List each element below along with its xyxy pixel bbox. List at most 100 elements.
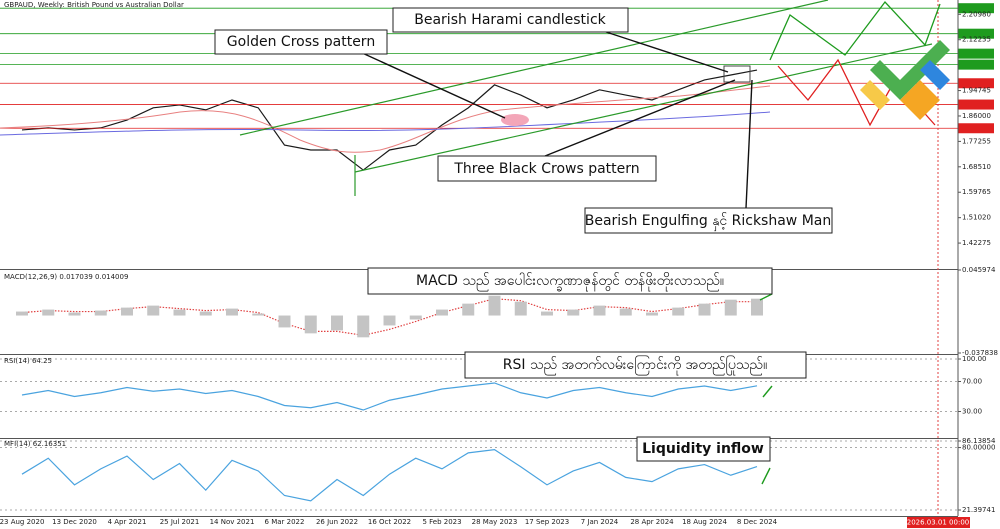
y-tick-label: -0.037838 xyxy=(962,349,998,357)
series-line xyxy=(21,449,758,502)
indicator-arrow xyxy=(759,293,773,485)
level-label-bg xyxy=(958,48,994,59)
x-tick-label: 18 Aug 2024 xyxy=(682,518,727,526)
histogram-bar xyxy=(304,315,317,334)
histogram-bar xyxy=(278,315,291,328)
histogram-bar xyxy=(147,305,160,316)
cursor-date-box xyxy=(907,517,970,528)
y-tick-label: 100.00 xyxy=(962,355,987,363)
histogram-bar xyxy=(331,315,343,331)
level-label-bg xyxy=(958,28,994,39)
cursor-date: 2026.03.01 00:00 xyxy=(907,519,969,527)
x-tick-label: 6 Mar 2022 xyxy=(265,518,305,526)
x-tick-label: 23 Aug 2020 xyxy=(0,518,44,526)
annotation: Three Black Crows pattern xyxy=(453,161,639,177)
annotation: Golden Cross pattern xyxy=(227,34,375,50)
level-label-bg xyxy=(958,99,994,110)
forecast-bull xyxy=(769,0,941,61)
y-tick-label: 1.68510 xyxy=(962,163,991,171)
panel-title: RSI(14) 64.25 xyxy=(4,357,52,365)
histogram-bar xyxy=(199,311,212,316)
y-tick-label: 80.00000 xyxy=(962,444,995,452)
connector xyxy=(359,29,753,209)
x-tick-label: 13 Dec 2020 xyxy=(52,518,97,526)
histogram-bar xyxy=(672,307,685,316)
level-label-bg xyxy=(958,123,994,134)
moving-average xyxy=(0,111,771,136)
x-tick-label: 16 Oct 2022 xyxy=(368,518,411,526)
histogram-bar xyxy=(94,310,107,316)
annotation-box xyxy=(437,155,657,182)
panel-title: GBPAUD, Weekly: British Pound vs Austral… xyxy=(4,1,184,9)
pattern-box xyxy=(723,65,751,83)
annotation-box xyxy=(214,29,388,55)
annotation: MACD သည် အပေါင်းလက္ခဏာဇုန်တွင် တန်ဖိုးတိ… xyxy=(416,273,724,291)
x-tick-label: 14 Nov 2021 xyxy=(210,518,255,526)
y-tick-label: 0.045974 xyxy=(962,266,996,274)
series-line xyxy=(21,298,757,336)
y-tick-label: 86.13854 xyxy=(962,437,996,445)
x-tick-label: 17 Sep 2023 xyxy=(525,518,569,526)
x-tick-label: 25 Jul 2021 xyxy=(160,518,200,526)
golden-cross-marker xyxy=(501,114,529,126)
histogram-bar xyxy=(698,303,711,316)
y-tick-label: 1.77255 xyxy=(962,137,991,145)
level-label-bg xyxy=(958,59,994,70)
annotation-box xyxy=(392,7,629,33)
histogram-bar xyxy=(462,303,475,316)
y-tick-label: 70.00 xyxy=(962,378,982,386)
panel-title: MFI(14) 62.16351 xyxy=(4,440,66,448)
y-tick-label: 1.59765 xyxy=(962,188,991,196)
y-tick-label: 1.86000 xyxy=(962,112,991,120)
moving-average xyxy=(0,85,771,153)
x-tick-label: 8 Dec 2024 xyxy=(737,518,778,526)
series-line xyxy=(21,69,758,171)
histogram-bar xyxy=(488,295,501,316)
histogram-bar xyxy=(173,309,186,316)
logo xyxy=(860,40,950,120)
y-tick-label: 2.12235 xyxy=(962,36,991,44)
annotation-box xyxy=(464,351,807,379)
x-tick-label: 28 Apr 2024 xyxy=(630,518,674,526)
y-tick-label: 1.94745 xyxy=(962,87,991,95)
trend-channel xyxy=(239,0,933,196)
panel-title: MACD(12,26,9) 0.017039 0.014009 xyxy=(4,273,128,281)
y-tick-label: 1.42275 xyxy=(962,239,991,247)
annotation-box xyxy=(636,436,771,462)
histogram-bar xyxy=(751,298,763,316)
histogram-bar xyxy=(567,309,580,316)
histogram-bar xyxy=(357,315,370,338)
histogram-bar xyxy=(226,308,238,316)
histogram-bar xyxy=(121,307,133,316)
x-tick-label: 7 Jan 2024 xyxy=(581,518,619,526)
y-tick-label: 1.51020 xyxy=(962,214,991,222)
annotation: Bearish Harami candlestick xyxy=(414,12,606,28)
histogram-bar xyxy=(383,315,396,326)
histogram-bar xyxy=(16,311,28,316)
y-tick-label: 2.20980 xyxy=(962,10,991,18)
annotation-box xyxy=(584,207,833,234)
x-tick-label: 5 Feb 2023 xyxy=(422,518,461,526)
annotation-box xyxy=(367,267,773,295)
x-tick-label: 4 Apr 2021 xyxy=(108,518,147,526)
annotation: Liquidity inflow xyxy=(642,441,764,457)
histogram-bar xyxy=(646,312,658,316)
annotation: RSI သည် အတက်လမ်းကြောင်းကို အတည်ပြုသည်။ xyxy=(503,356,767,375)
histogram-bar xyxy=(514,301,527,316)
histogram-bar xyxy=(252,313,265,316)
histogram-bar xyxy=(42,309,55,316)
level-label-bg xyxy=(958,78,994,89)
level-label-bg xyxy=(958,3,994,14)
histogram-bar xyxy=(724,299,737,316)
y-tick-label: 30.00 xyxy=(962,408,982,416)
histogram-bar xyxy=(541,311,553,316)
histogram-bar xyxy=(436,309,448,316)
histogram-bar xyxy=(593,305,606,316)
x-tick-label: 26 Jun 2022 xyxy=(316,518,358,526)
histogram-bar xyxy=(619,308,632,316)
histogram-bar xyxy=(409,315,422,320)
series-line xyxy=(21,382,758,411)
annotation: Bearish Engulfing နှင့် Rickshaw Man xyxy=(585,213,832,231)
